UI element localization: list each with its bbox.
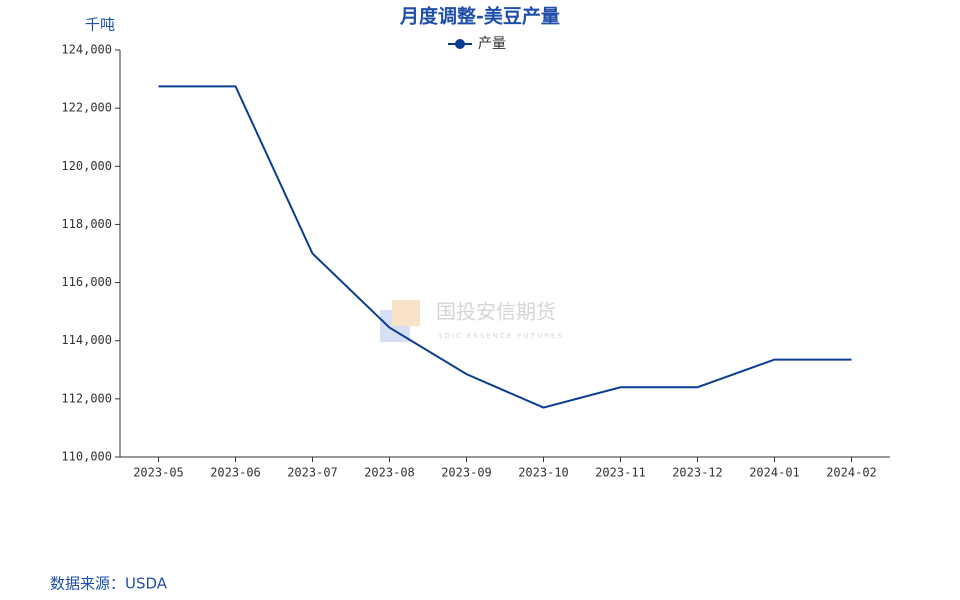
watermark-logo <box>392 300 420 326</box>
watermark-text: 国投安信期货 <box>436 300 556 324</box>
x-tick-label: 2023-09 <box>441 466 492 480</box>
y-unit: 千吨 <box>85 16 115 34</box>
y-tick-label: 110,000 <box>61 450 112 464</box>
chart-title: 月度调整-美豆产量 <box>399 5 560 28</box>
y-tick-label: 122,000 <box>61 101 112 115</box>
watermark: 国投安信期货 SDIC ESSENCE FUTURES <box>380 300 564 342</box>
line <box>158 85 852 409</box>
x-tick-label: 2024-02 <box>826 466 877 480</box>
y-tick-label: 124,000 <box>61 43 112 57</box>
y-tick-label: 112,000 <box>61 391 112 405</box>
y-tick-label: 120,000 <box>61 159 112 173</box>
x-tick-label: 2023-07 <box>287 466 338 480</box>
legend-marker <box>455 39 465 49</box>
source: 数据来源：USDA <box>50 575 168 593</box>
x-tick-label: 2023-11 <box>595 466 646 480</box>
x-tick-label: 2023-10 <box>518 466 569 480</box>
legend-label: 产量 <box>478 36 506 52</box>
y-tick-label: 118,000 <box>61 217 112 231</box>
x-tick-label: 2023-08 <box>364 466 415 480</box>
y-tick-label: 116,000 <box>61 275 112 289</box>
x-tick-label: 2024-01 <box>749 466 800 480</box>
x-tick-label: 2023-12 <box>672 466 723 480</box>
watermark-text: SDIC ESSENCE FUTURES <box>438 332 564 340</box>
x-tick-label: 2023-05 <box>133 466 184 480</box>
x-tick-label: 2023-06 <box>210 466 261 480</box>
y-tick-label: 114,000 <box>61 333 112 347</box>
